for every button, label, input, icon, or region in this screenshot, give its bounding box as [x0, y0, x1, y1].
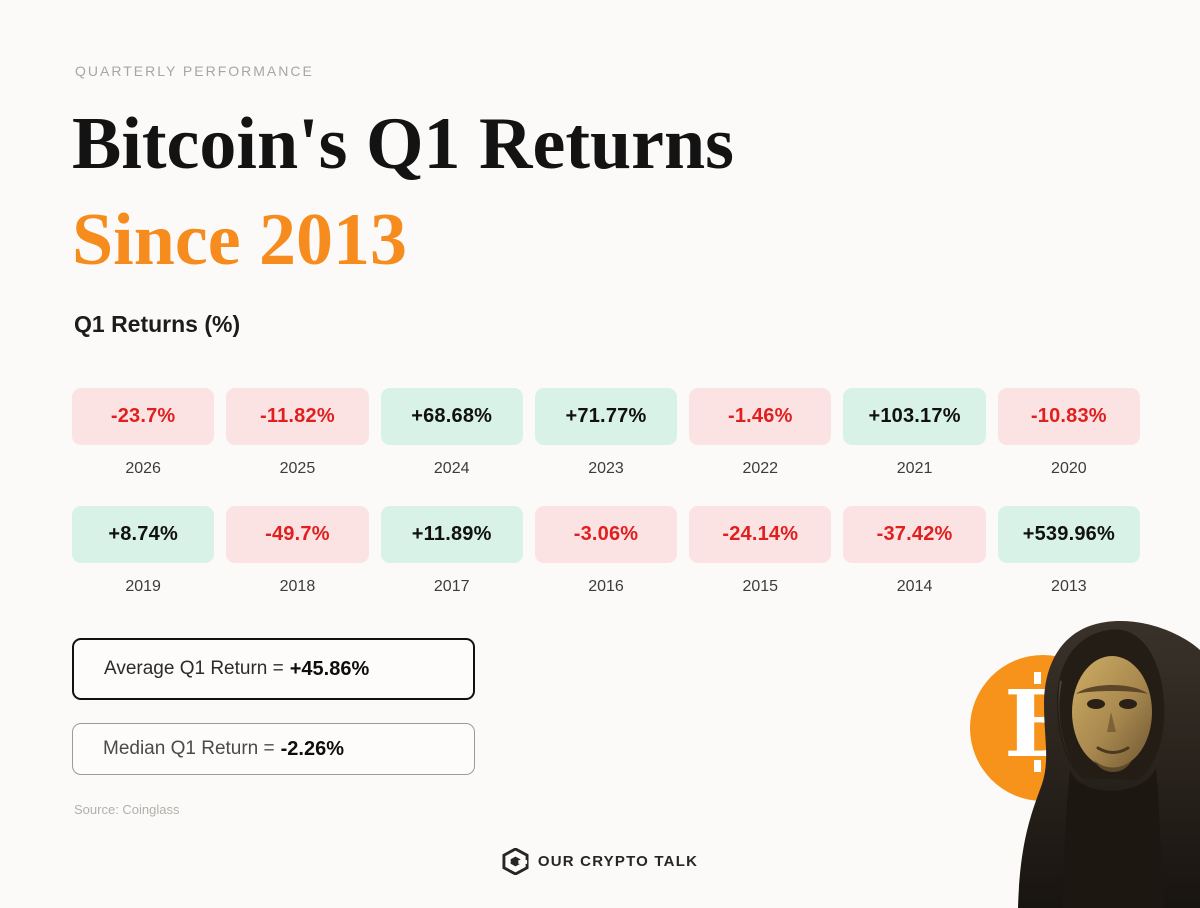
average-return-box: Average Q1 Return = +45.86% — [72, 638, 475, 700]
median-return-box: Median Q1 Return = -2.26% — [72, 723, 475, 775]
returns-grid: -23.7% 2026 -11.82% 2025 +68.68% 2024 +7… — [72, 388, 1140, 596]
chart-subtitle: Q1 Returns (%) — [74, 311, 241, 337]
return-badge: -24.14% — [689, 506, 832, 563]
return-cell-2024: +68.68% 2024 — [380, 388, 523, 478]
return-cell-2018: -49.7% 2018 — [226, 506, 369, 596]
year-label: 2014 — [896, 578, 933, 595]
return-cell-2025: -11.82% 2025 — [226, 388, 369, 478]
return-cell-2016: -3.06% 2016 — [534, 506, 678, 596]
year-label: 2020 — [1051, 460, 1087, 477]
return-badge: +11.89% — [380, 506, 523, 563]
average-return-label: Average Q1 Return = — [104, 658, 284, 679]
our-crypto-talk-logo-icon — [502, 848, 529, 875]
return-cell-2014: -37.42% 2014 — [843, 506, 986, 596]
year-label: 2026 — [125, 460, 161, 477]
return-cell-2019: +8.74% 2019 — [72, 506, 215, 596]
year-label: 2025 — [279, 460, 316, 477]
year-label: 2021 — [896, 460, 933, 477]
return-badge: -10.83% — [997, 388, 1140, 445]
return-badge: +68.68% — [380, 388, 523, 445]
return-cell-2020: -10.83% 2020 — [997, 388, 1140, 478]
average-return-value: +45.86% — [289, 657, 370, 680]
year-label: 2024 — [433, 460, 470, 477]
year-label: 2019 — [125, 578, 161, 595]
year-label: 2016 — [588, 578, 624, 595]
eyebrow-label: QUARTERLY PERFORMANCE — [75, 63, 314, 79]
footer-brand: OUR CRYPTO TALK — [0, 848, 1200, 875]
return-badge: +539.96% — [997, 506, 1140, 563]
title-line1: Bitcoin's Q1 Returns — [72, 103, 734, 185]
title-line2: Since 2013 — [72, 199, 408, 282]
return-cell-2017: +11.89% 2017 — [380, 506, 523, 596]
masked-figure-image — [1018, 621, 1200, 908]
return-badge: +103.17% — [843, 388, 986, 445]
return-cell-2022: -1.46% 2022 — [689, 388, 832, 478]
return-badge: -3.06% — [534, 506, 678, 563]
source-attribution: Source: Coinglass — [74, 802, 180, 817]
return-cell-2026: -23.7% 2026 — [72, 388, 215, 478]
year-label: 2015 — [742, 578, 779, 595]
return-badge: +71.77% — [534, 388, 678, 445]
median-return-label: Median Q1 Return = — [103, 738, 275, 759]
return-badge: -37.42% — [843, 506, 986, 563]
return-badge: -1.46% — [689, 388, 832, 445]
year-label: 2013 — [1051, 578, 1087, 595]
return-badge: -11.82% — [226, 388, 369, 445]
return-cell-2013: +539.96% 2013 — [997, 506, 1140, 596]
return-cell-2015: -24.14% 2015 — [689, 506, 832, 596]
return-badge: -49.7% — [226, 506, 369, 563]
year-label: 2017 — [433, 578, 470, 595]
return-cell-2023: +71.77% 2023 — [534, 388, 678, 478]
return-cell-2021: +103.17% 2021 — [843, 388, 986, 478]
year-label: 2018 — [279, 578, 316, 595]
median-return-value: -2.26% — [280, 737, 344, 760]
page-title: Bitcoin's Q1 Returns Since 2013 — [72, 96, 734, 288]
footer-brand-text: OUR CRYPTO TALK — [537, 853, 699, 870]
return-badge: +8.74% — [72, 506, 215, 563]
year-label: 2022 — [742, 460, 779, 477]
year-label: 2023 — [588, 460, 624, 477]
return-badge: -23.7% — [72, 388, 215, 445]
